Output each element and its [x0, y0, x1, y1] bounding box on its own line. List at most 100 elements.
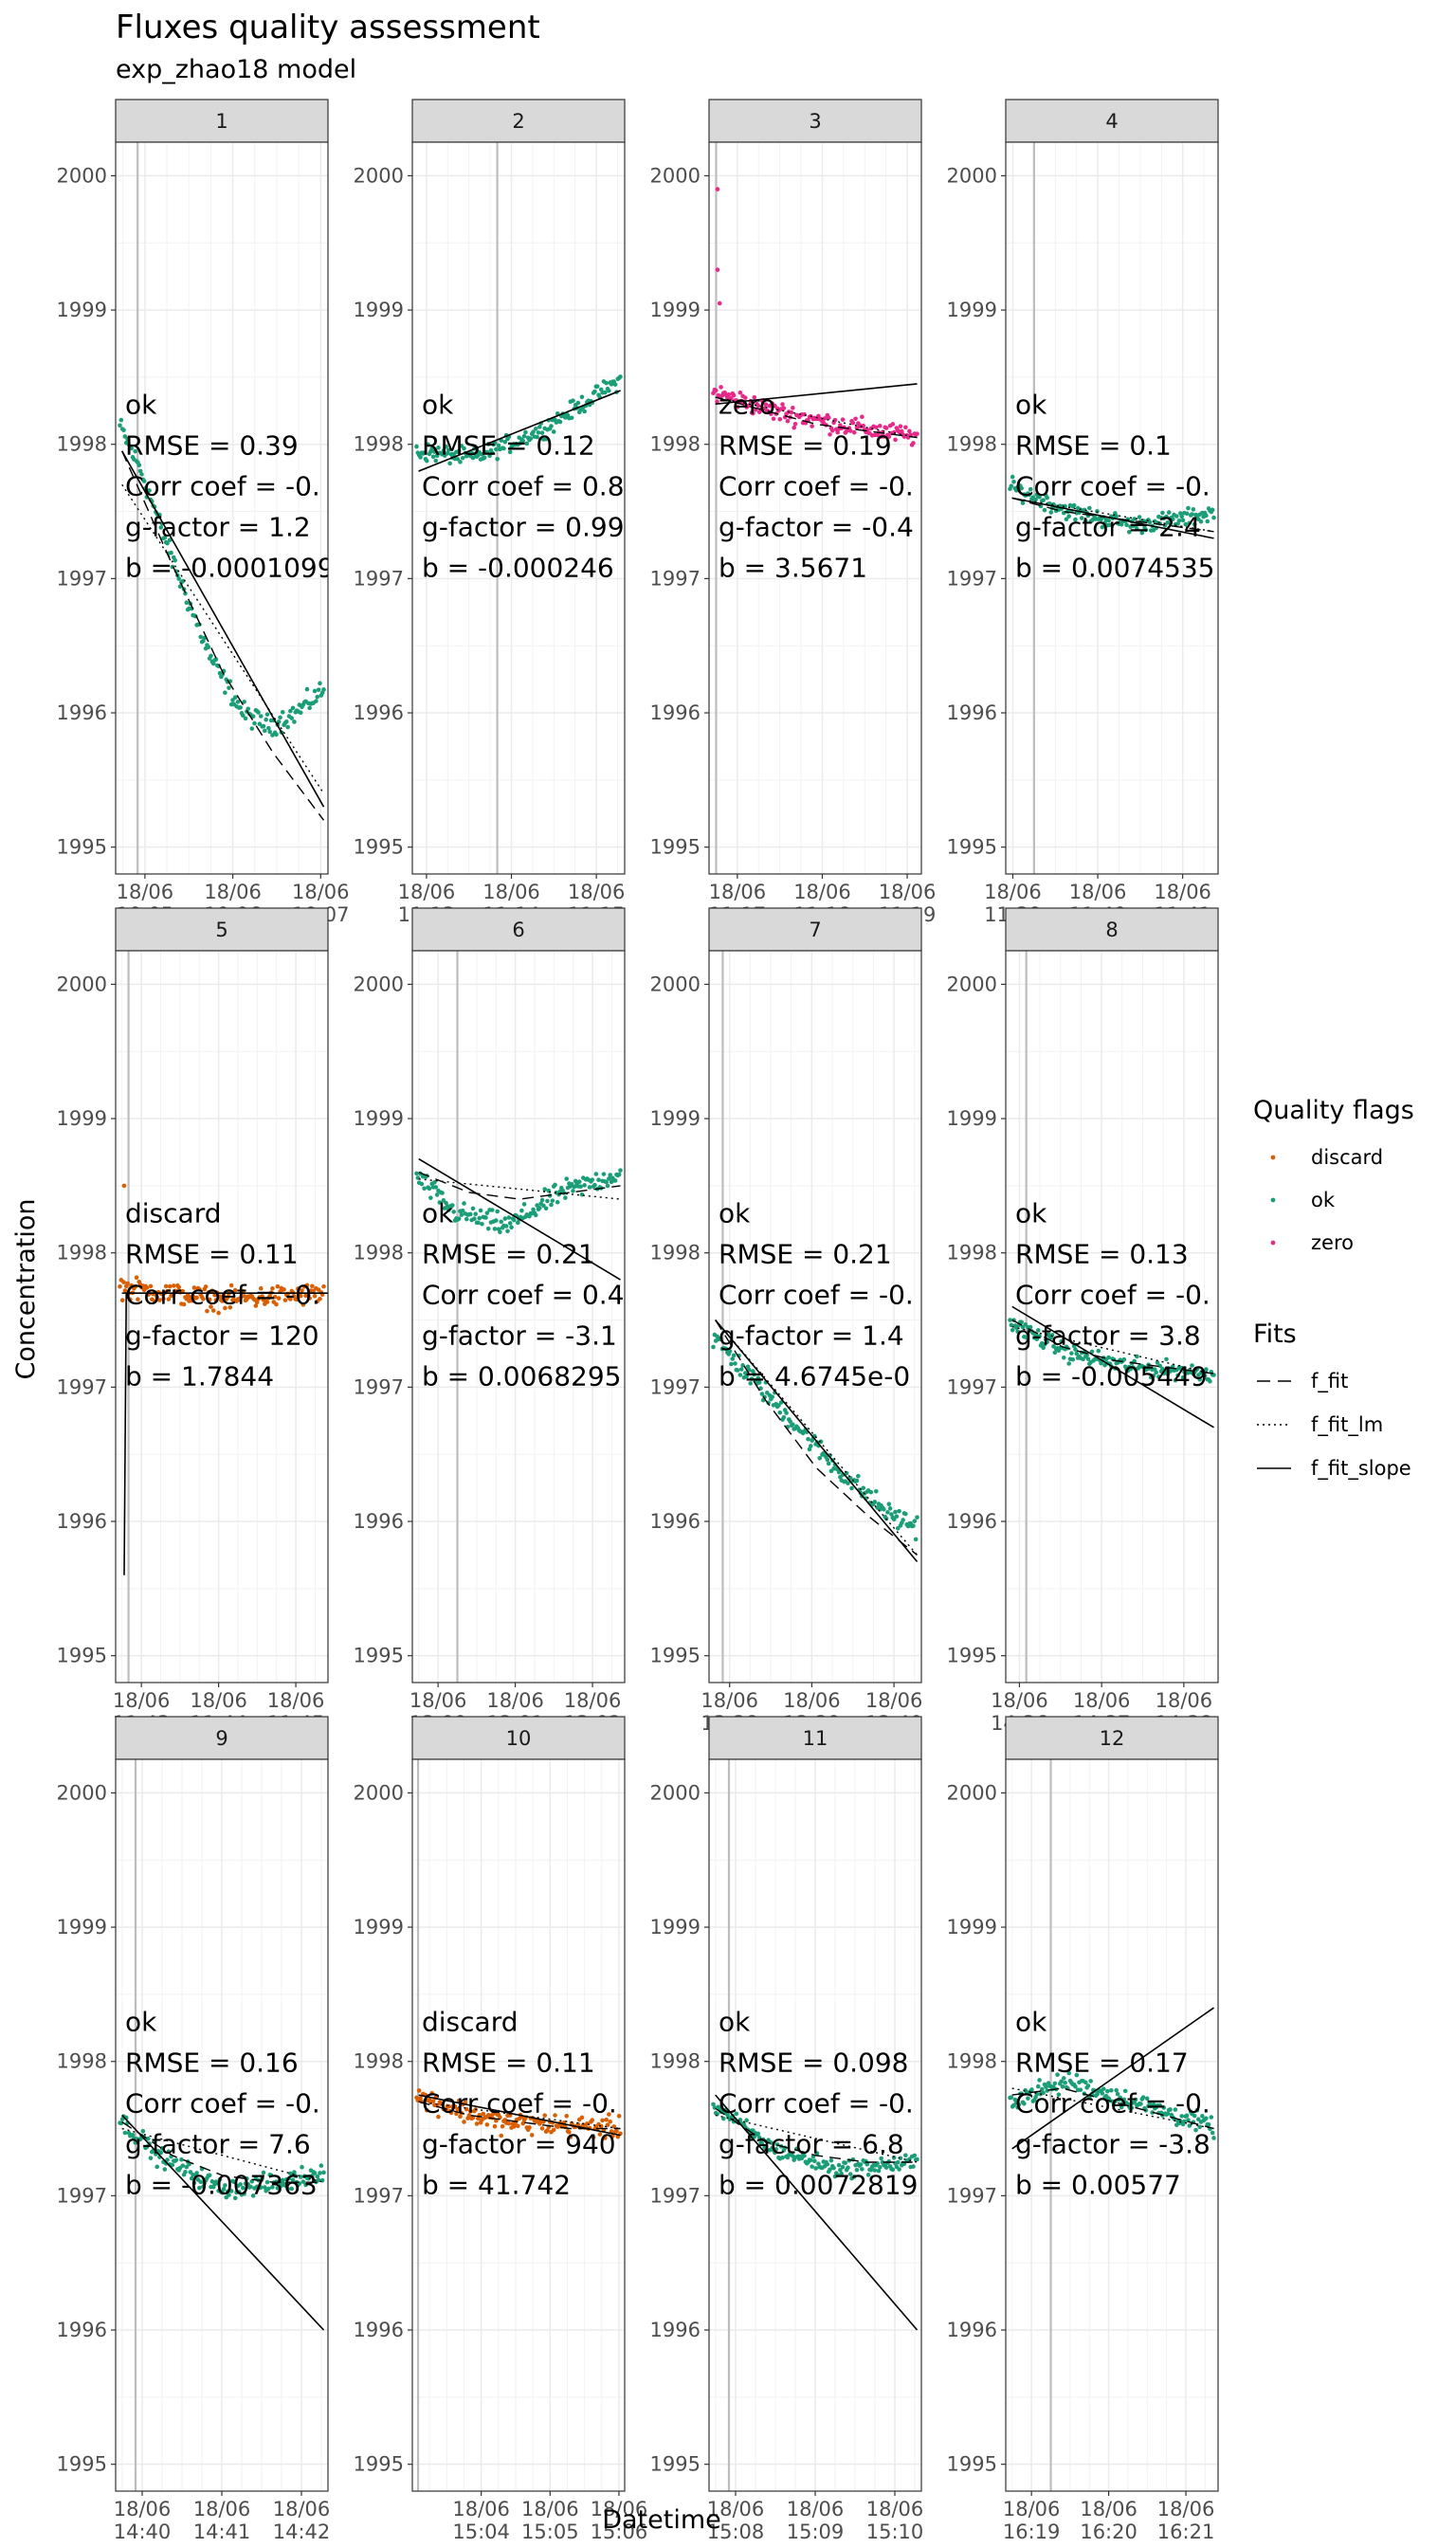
x-tick-label: 18/06 — [486, 1689, 544, 1712]
data-point — [726, 391, 732, 397]
data-point — [536, 430, 541, 435]
data-point — [763, 402, 769, 407]
data-point — [733, 1361, 737, 1366]
data-point — [158, 2150, 164, 2156]
data-point — [1137, 515, 1142, 519]
data-point — [520, 438, 526, 444]
y-tick-label: 1995 — [57, 836, 107, 859]
data-point — [1084, 1353, 1089, 1357]
y-tick-label: 1997 — [354, 2184, 404, 2207]
f-fit-line — [715, 2107, 918, 2163]
x-tick-label: 18/06 — [1080, 2498, 1138, 2521]
data-point — [1118, 2095, 1123, 2101]
panel-background — [116, 951, 328, 1683]
data-point — [492, 2123, 498, 2129]
data-point — [480, 1221, 484, 1227]
data-point — [274, 732, 279, 737]
data-point — [1162, 1368, 1168, 1374]
data-point — [1071, 502, 1077, 508]
data-point — [609, 2129, 614, 2134]
y-tick-label: 2000 — [57, 164, 107, 187]
annotation-line: ok — [125, 2007, 157, 2038]
data-point — [429, 2090, 435, 2096]
data-point — [1045, 1339, 1050, 1345]
data-point — [618, 1168, 623, 1173]
data-point — [1088, 2079, 1093, 2084]
annotation-line: RMSE = 0.098 — [719, 2048, 909, 2079]
data-point — [261, 2170, 266, 2175]
data-point — [893, 1509, 898, 1515]
data-point — [458, 2114, 463, 2120]
data-point — [162, 535, 168, 540]
data-point — [835, 2173, 840, 2177]
x-tick-label: 18/06 — [991, 1689, 1048, 1712]
data-point — [122, 2130, 128, 2136]
data-point — [418, 2096, 423, 2101]
data-point — [455, 2106, 461, 2112]
data-point — [715, 399, 719, 404]
y-tick-label: 2000 — [354, 164, 404, 187]
panel-annotation: ok RMSE = 0.12 Corr coef = 0.8 g-factor = 0… — [422, 390, 625, 584]
data-point — [507, 1221, 513, 1226]
data-point — [608, 1173, 613, 1177]
data-point — [249, 2178, 255, 2184]
data-point — [283, 719, 289, 724]
data-point — [1019, 485, 1024, 491]
data-point — [877, 423, 883, 428]
data-point — [484, 449, 490, 455]
data-point — [173, 557, 177, 563]
y-tick-label: 1999 — [947, 1916, 997, 1938]
data-point — [1151, 1374, 1156, 1378]
facet-strip — [708, 1716, 922, 1760]
panel-border — [1005, 950, 1219, 1684]
data-point — [1061, 2076, 1066, 2081]
annotation-line: Corr coef = -0. — [1015, 2088, 1210, 2120]
data-point — [1156, 1374, 1161, 1379]
data-point — [1056, 2092, 1062, 2097]
data-point — [250, 2193, 256, 2198]
panel-1: 119951996199719981999200018/0610:0518/06… — [57, 99, 350, 926]
data-point — [717, 300, 722, 306]
data-point — [1170, 517, 1175, 522]
y-tick-label: 1995 — [947, 2453, 997, 2476]
data-point — [1020, 1324, 1026, 1330]
data-point — [1129, 2105, 1135, 2110]
data-point — [228, 1283, 234, 1288]
data-point — [1173, 1377, 1178, 1383]
data-point — [1121, 1356, 1127, 1362]
data-point — [1155, 1360, 1160, 1365]
data-point — [527, 2125, 532, 2130]
data-point — [462, 1201, 466, 1206]
annotation-line: g-factor = 1.4 — [719, 1320, 904, 1352]
data-point — [890, 422, 896, 427]
data-point — [288, 1297, 293, 1301]
y-axis-title: Concentration — [11, 1198, 41, 1379]
data-point — [316, 687, 321, 692]
data-point — [422, 450, 427, 455]
y-tick-label: 2000 — [650, 1781, 701, 1804]
data-point — [524, 441, 530, 446]
data-point — [531, 1207, 536, 1212]
data-point — [303, 2182, 308, 2188]
data-point — [1197, 1376, 1202, 1382]
data-point — [822, 416, 828, 421]
data-point — [531, 429, 536, 434]
f-fit-lm-line — [1011, 2087, 1214, 2130]
data-point — [253, 1303, 259, 1308]
data-point — [483, 1215, 488, 1220]
data-point — [915, 1515, 919, 1520]
annotation-line: RMSE = 0.11 — [422, 2048, 595, 2079]
data-point — [474, 2121, 480, 2126]
data-point — [1020, 500, 1026, 505]
data-point — [557, 419, 563, 425]
data-point — [144, 1285, 150, 1290]
data-point — [1095, 509, 1100, 514]
data-point — [825, 2161, 830, 2167]
data-point — [214, 2180, 220, 2186]
data-point — [1085, 2084, 1091, 2088]
data-point — [840, 2164, 846, 2170]
data-point — [170, 1293, 175, 1298]
data-point — [176, 576, 181, 581]
data-point — [903, 425, 908, 430]
data-point — [715, 187, 720, 191]
